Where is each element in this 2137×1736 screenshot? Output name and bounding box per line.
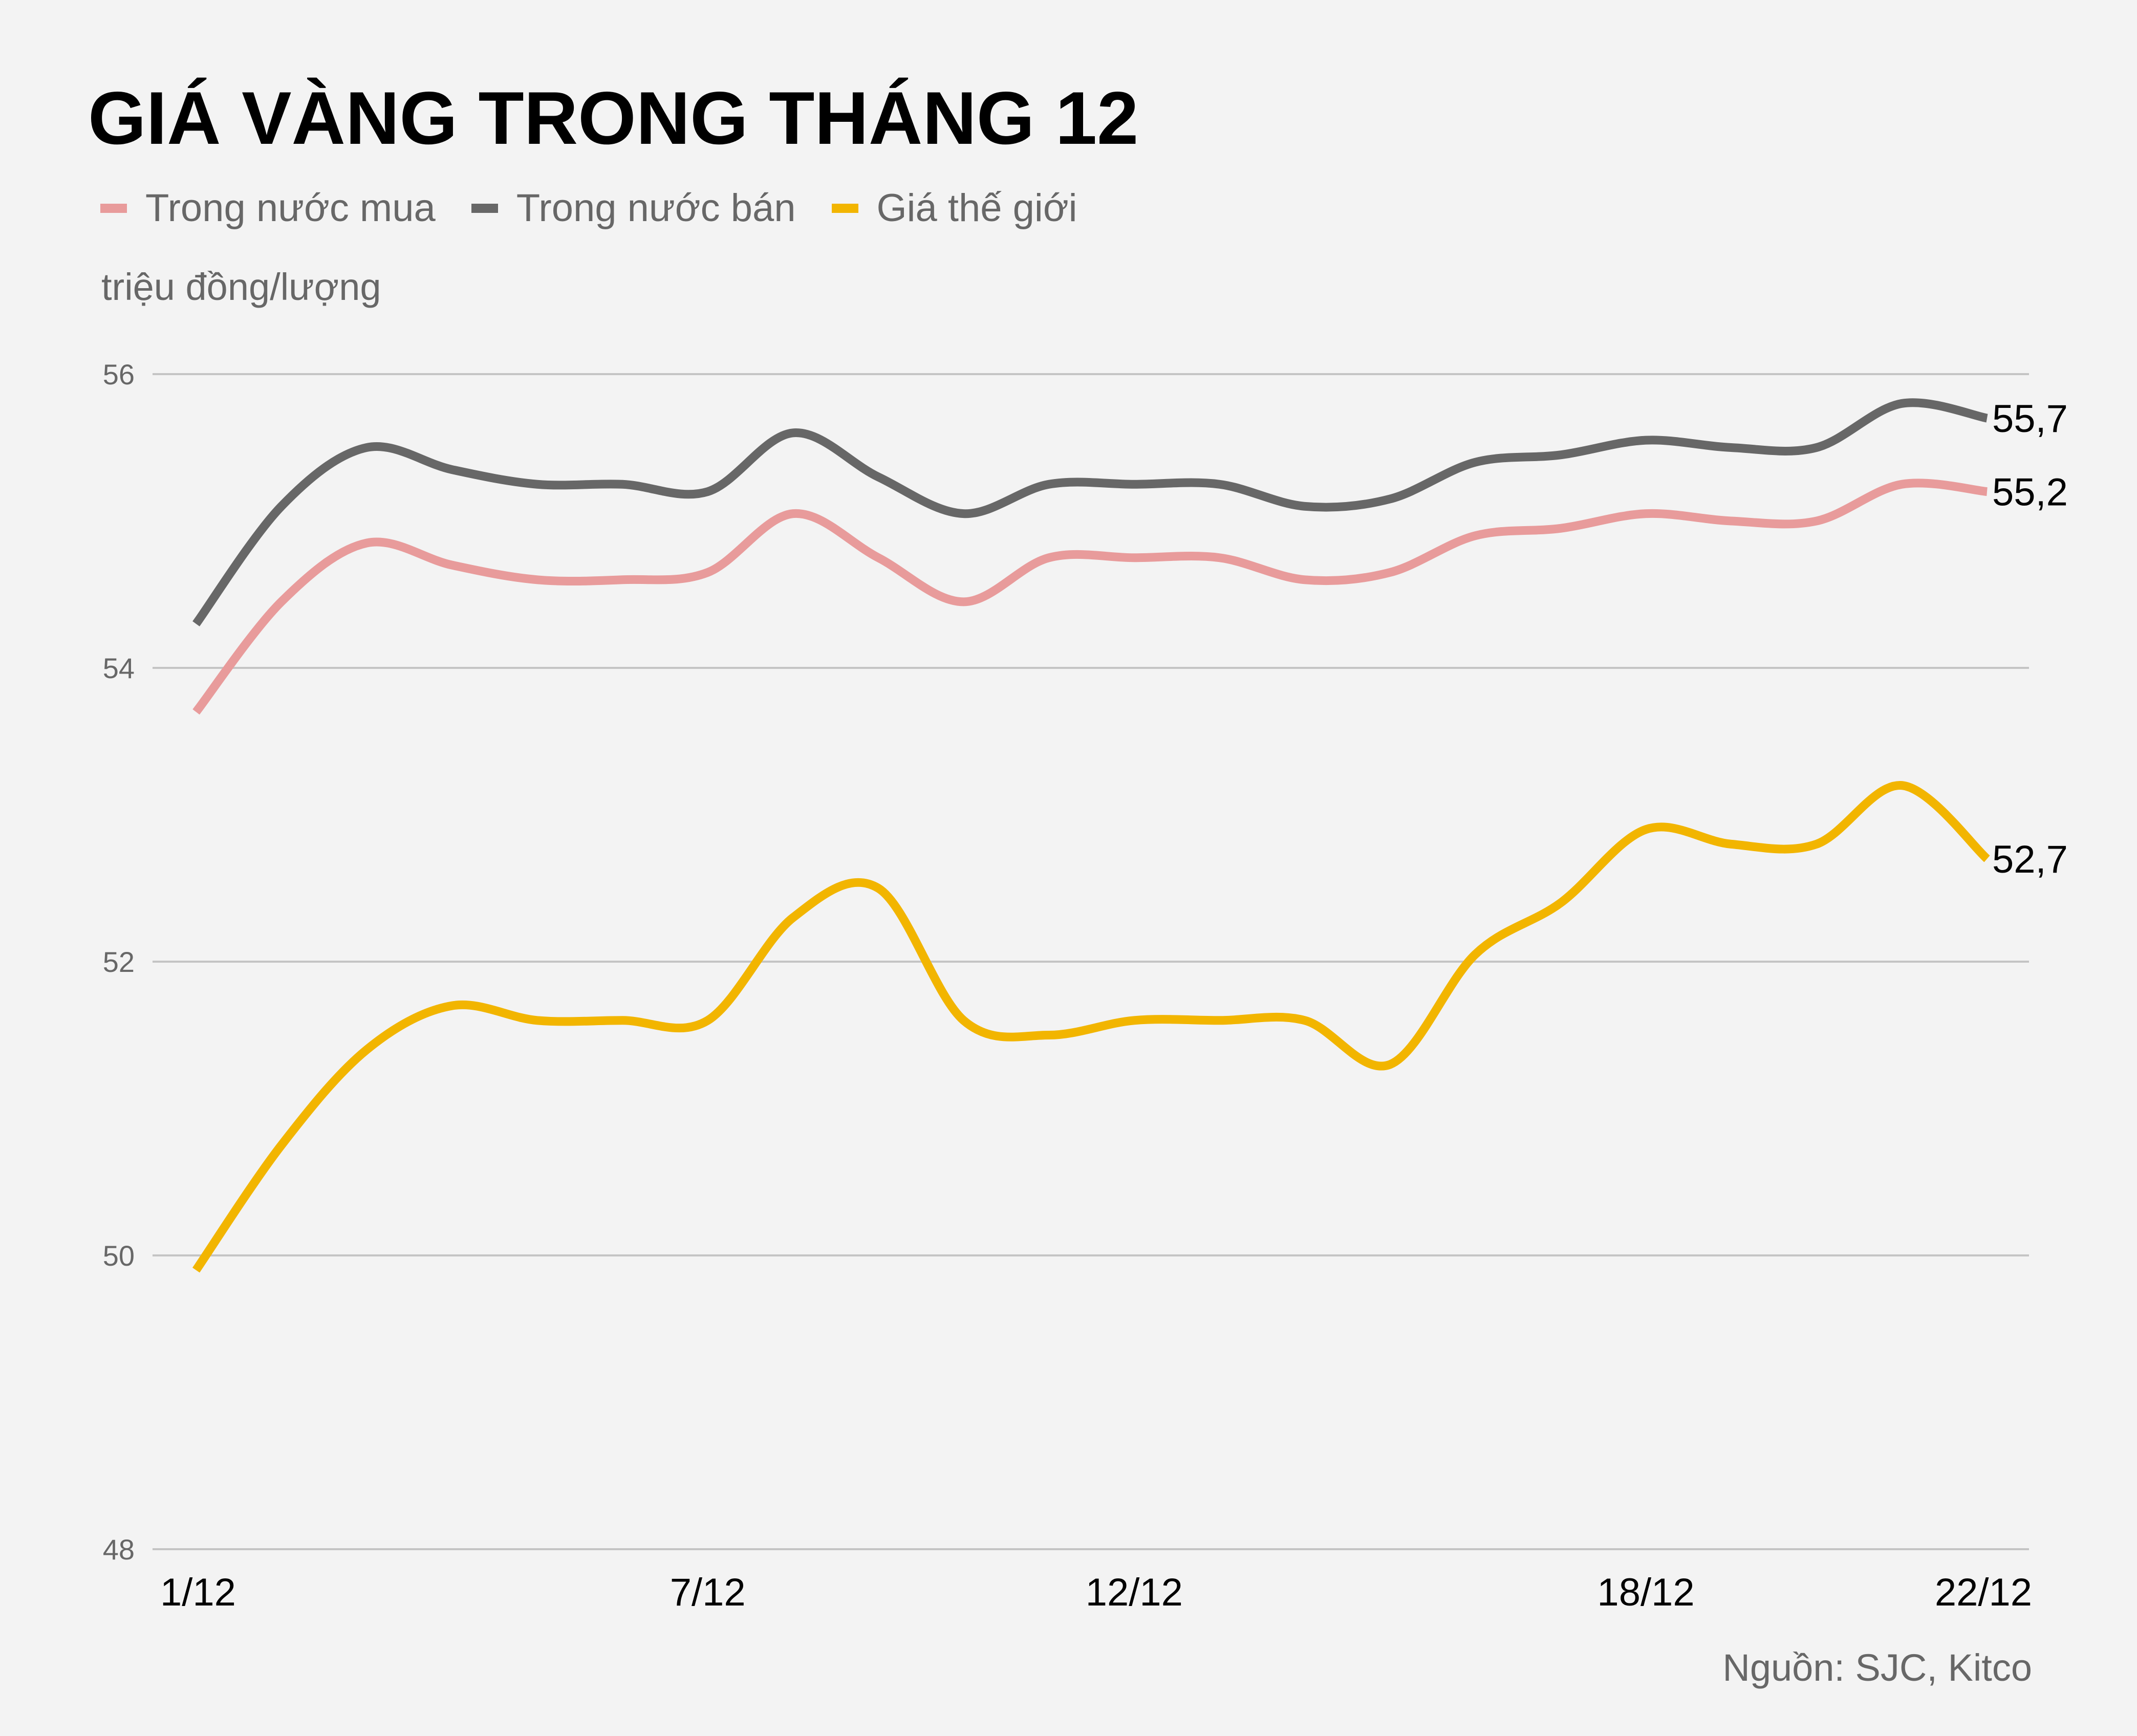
source-note: Nguồn: SJC, Kitco [1722, 1646, 2032, 1689]
end-value-label: 55,2 [1992, 471, 2068, 514]
y-tick-label: 52 [103, 946, 135, 978]
legend-item-trong-nuoc-mua: Trong nước mua [100, 189, 436, 228]
y-axis-ticks: 48 50 52 54 56 [103, 358, 135, 1566]
legend-label: Giá thế giới [876, 186, 1077, 230]
x-tick-label: 12/12 [1086, 1571, 1183, 1614]
y-tick-label: 56 [103, 358, 135, 390]
y-tick-label: 48 [103, 1533, 135, 1566]
legend-swatch-gray-icon [471, 204, 498, 213]
end-value-label: 55,7 [1992, 397, 2068, 441]
legend-swatch-yellow-icon [831, 204, 858, 213]
gridlines [153, 373, 2029, 1550]
legend: Trong nước mua Trong nước bán Giá thế gi… [100, 185, 1113, 231]
series-line [192, 398, 1988, 626]
x-tick-label: 18/12 [1597, 1571, 1694, 1614]
y-tick-label: 54 [103, 652, 135, 684]
end-value-labels: 55,2 55,7 52,7 [1992, 397, 2068, 881]
y-tick-label: 50 [103, 1240, 135, 1272]
legend-item-gia-the-gioi: Giá thế giới [831, 186, 1077, 230]
legend-label: Trong nước bán [516, 186, 796, 230]
x-tick-label: 1/12 [160, 1571, 236, 1614]
x-tick-label: 7/12 [670, 1571, 746, 1614]
end-value-label: 52,7 [1992, 838, 2068, 881]
x-tick-label: 22/12 [1935, 1571, 2032, 1614]
chart-title: GIÁ VÀNG TRONG THÁNG 12 [88, 76, 1139, 160]
series-line [192, 781, 1990, 1273]
x-axis-ticks: 1/12 7/12 12/12 18/12 22/12 [160, 1571, 2032, 1614]
legend-item-trong-nuoc-ban: Trong nước bán [471, 189, 796, 228]
y-axis-unit-label: triệu đồng/lượng [101, 266, 381, 308]
legend-label: Trong nước mua [145, 186, 436, 230]
legend-swatch-pink-icon [100, 204, 127, 213]
series-lines [192, 398, 1990, 1273]
series-line [192, 479, 1988, 715]
